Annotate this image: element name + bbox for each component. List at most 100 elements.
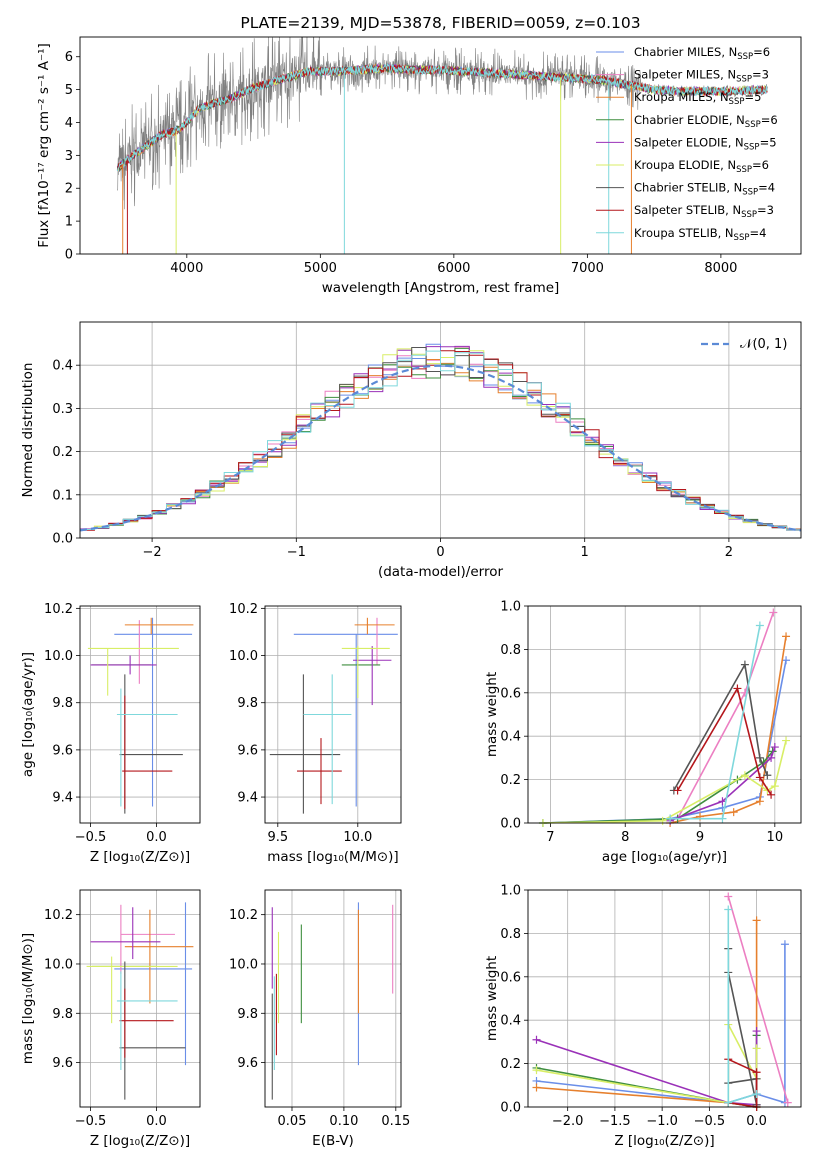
weight-marker: [666, 814, 675, 823]
x-tick-label: −1.5: [599, 1114, 631, 1129]
y-tick-label: 0.0: [52, 532, 73, 547]
y-tick-label: 0.0: [500, 817, 521, 832]
x-tick-label: 9.5: [267, 830, 288, 845]
legend-label: Chabrier STELIB, NSSP=4: [634, 181, 775, 198]
histogram-step: [80, 347, 801, 531]
y-tick-label: 10.2: [44, 908, 73, 923]
mass_vs_EBV-panel: 0.05 0.10 0.15 9.6 9.8 10.0 10.2 E(B-V): [229, 889, 410, 1149]
legend-value: =3: [757, 203, 774, 217]
weight-marker: [740, 771, 749, 780]
x-tick-label: 4000: [170, 261, 203, 276]
x-tick-label: 10: [767, 830, 784, 845]
weight-marker: [724, 1098, 733, 1107]
y-tick-label: 10.0: [229, 957, 258, 972]
y-tick-label: 10.0: [229, 649, 258, 664]
weight-line: [727, 909, 757, 1104]
weight-line: [542, 660, 787, 824]
y-axis-label: mass weight: [484, 956, 500, 1041]
spectrum-panel: 4000 5000 6000 7000 8000 0 1 2 3 4 5 6 wavelength [A…: [36, 14, 802, 296]
y-tick-label: 0.4: [500, 1014, 521, 1029]
x-tick-label: −1.0: [646, 1114, 678, 1129]
x-tick-label: −1: [287, 545, 306, 560]
y-tick-label: 10.2: [229, 908, 258, 923]
legend-label: Salpeter MILES, NSSP=3: [634, 68, 769, 85]
weight-marker: [673, 786, 682, 795]
legend-label: 𝒩(0, 1): [740, 337, 787, 352]
legend-subscript: SSP: [737, 52, 753, 62]
axes-frame: [527, 889, 802, 1108]
y-axis-label: mass [log₁₀(M/M⊙)]: [20, 933, 36, 1064]
x-axis-label: Z [log₁₀(Z/Z⊙)]: [90, 849, 190, 865]
weight-marker: [752, 1089, 761, 1098]
x-tick-label: −0.5: [75, 830, 107, 845]
weight-marker: [718, 814, 727, 823]
y-tick-label: 9.8: [52, 1007, 73, 1022]
legend-value: =4: [758, 181, 775, 195]
weight-line: [669, 746, 776, 822]
weight-marker: [532, 1083, 541, 1092]
y-tick-label: 10.0: [44, 957, 73, 972]
y-tick-label: 10.2: [44, 602, 73, 617]
y-tick-label: 0.2: [500, 1057, 521, 1072]
legend-subscript: SSP: [736, 165, 752, 175]
y-tick-label: 1: [65, 215, 73, 230]
weight-marker: [724, 905, 733, 914]
weight-line: [536, 920, 758, 1108]
x-axis-label: Z [log₁₀(Z/Z⊙)]: [90, 1133, 190, 1149]
x-tick-label: 0.0: [746, 1114, 767, 1129]
legend-subscript: SSP: [742, 188, 758, 198]
y-tick-label: 0.3: [52, 402, 73, 417]
y-tick-label: 0.0: [500, 1101, 521, 1116]
x-tick-label: 8: [621, 830, 629, 845]
legend-value: =5: [744, 90, 761, 104]
legend-value: =6: [753, 45, 770, 59]
axes-frame: [79, 889, 201, 1108]
y-axis-label: Normed distribution: [20, 363, 36, 498]
legend-value: =6: [752, 158, 769, 172]
y-tick-label: 10.2: [229, 602, 258, 617]
weight-marker: [755, 753, 764, 762]
x-tick-label: −2: [143, 545, 162, 560]
legend-label: Salpeter STELIB, NSSP=3: [634, 203, 774, 220]
weight-marker: [782, 656, 791, 665]
y-tick-label: 9.8: [237, 1007, 258, 1022]
weight-marker: [740, 660, 749, 669]
x-tick-label: 0.0: [146, 1114, 167, 1129]
y-tick-label: 10.0: [44, 649, 73, 664]
weight-line: [542, 740, 787, 824]
weight-marker: [752, 916, 761, 925]
x-tick-label: 7000: [571, 261, 604, 276]
legend-value: =5: [760, 135, 777, 149]
y-tick-label: 9.6: [237, 1056, 258, 1071]
x-tick-label: −0.5: [75, 1114, 107, 1129]
weight-line: [536, 944, 786, 1104]
model-spectrum-line: [116, 62, 768, 172]
x-axis-label: E(B-V): [312, 1133, 354, 1149]
y-tick-label: 1.0: [500, 884, 521, 899]
weight-marker: [783, 1098, 792, 1107]
x-tick-label: −2.0: [552, 1114, 584, 1129]
weight_vs_Z-panel: −2.0 −1.5 −1.0 −0.5 0.0 0.0 0.2 0.4 0.6 0.8 1.0 Z […: [484, 884, 802, 1149]
weight-marker: [770, 743, 779, 752]
legend-subscript: SSP: [734, 233, 750, 243]
weight-line: [727, 948, 758, 1105]
x-tick-label: 10.0: [343, 830, 372, 845]
y-tick-label: 9.6: [237, 743, 258, 758]
y-tick-label: 9.8: [237, 696, 258, 711]
y-tick-label: 4: [65, 116, 73, 131]
histogram-step: [80, 350, 801, 531]
x-tick-label: 0.05: [278, 1114, 307, 1129]
age_vs_mass-panel: 9.5 10.0 9.4 9.6 9.8 10.0 10.2 mass [log₁₀(M/M⊙…: [229, 602, 402, 865]
weight-marker: [763, 771, 772, 780]
weight_vs_age-panel: 7 8 9 10 0.0 0.2 0.4 0.6 0.8 1.0 age [log₁₀(age/yr…: [484, 600, 802, 865]
x-tick-label: 0.15: [381, 1114, 410, 1129]
x-tick-label: 7: [546, 830, 554, 845]
x-axis-label: mass [log₁₀(M/M⊙)]: [267, 849, 398, 865]
y-tick-label: 0.2: [52, 445, 73, 460]
x-tick-label: 6000: [437, 261, 470, 276]
weight-marker: [752, 1027, 761, 1036]
legend-label: Chabrier ELODIE, NSSP=6: [634, 113, 778, 130]
legend-label: Salpeter ELODIE, NSSP=5: [634, 135, 777, 152]
weight-marker: [770, 782, 779, 791]
x-axis-label: (data-model)/error: [378, 564, 504, 580]
